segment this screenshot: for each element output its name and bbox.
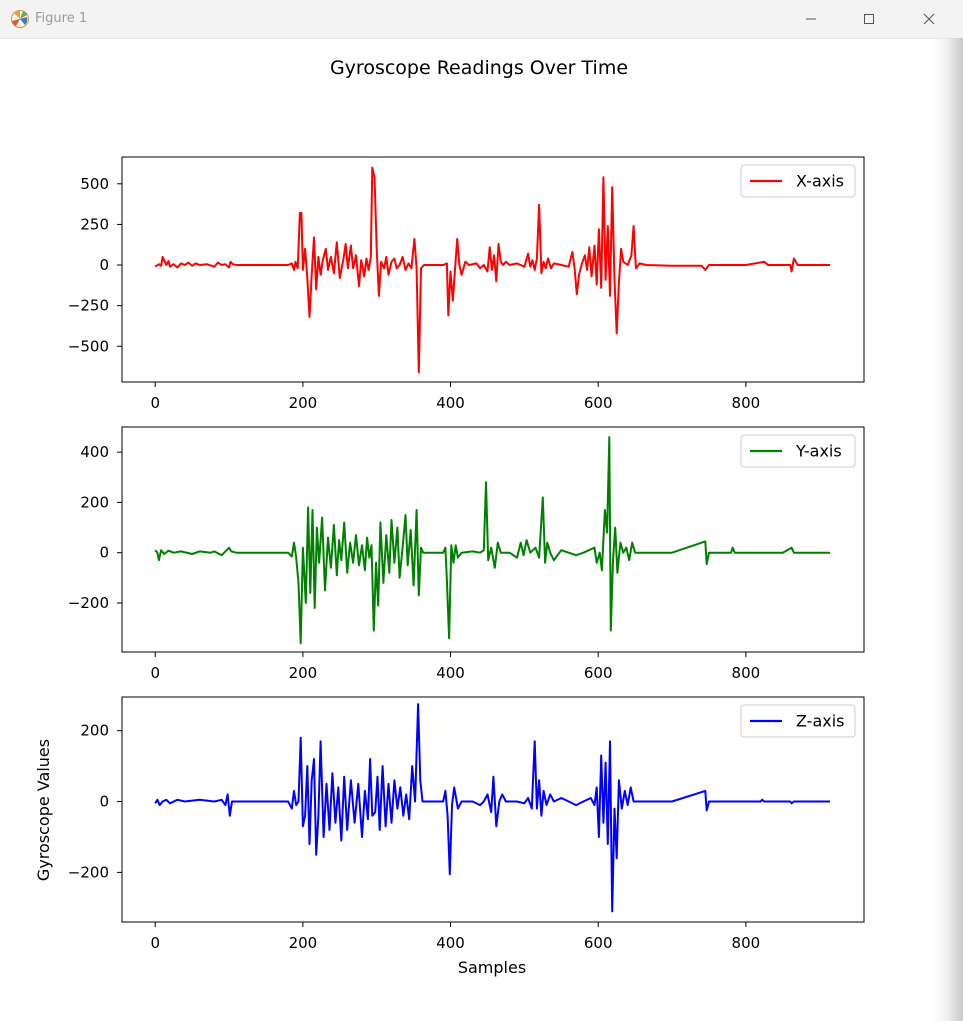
y-tick-label: 500 <box>80 175 109 193</box>
x-tick-label: 0 <box>150 394 160 412</box>
x-tick-label: 200 <box>289 394 318 412</box>
minimize-icon <box>806 18 816 20</box>
subplot-2: 0 200 400 600 800 400 200 0 −200 Y-axis <box>68 426 865 682</box>
x-tick-label: 400 <box>436 394 465 412</box>
y-tick-label: −200 <box>68 594 109 612</box>
y-tick-label: −200 <box>68 863 109 881</box>
y-tick-label: 0 <box>99 793 109 811</box>
subplots: 0 200 400 600 800 500 250 0 −250 −500 X-axis 0 200 40… <box>68 156 865 952</box>
x-tick-label: 800 <box>732 934 761 952</box>
subplot-1: 0 200 400 600 800 500 250 0 −250 −500 X-axis <box>68 156 865 412</box>
series-line-y-axis <box>154 436 830 645</box>
legend-label: Y-axis <box>795 442 842 461</box>
series-line-x-axis <box>154 166 830 374</box>
y-tick-label: 0 <box>99 544 109 562</box>
x-tick-label: 200 <box>289 664 318 682</box>
legend: X-axis <box>740 164 856 198</box>
x-tick-label: 800 <box>732 664 761 682</box>
x-tick-label: 600 <box>584 664 613 682</box>
x-tick-label: 400 <box>436 664 465 682</box>
window-title: Figure 1 <box>35 11 88 26</box>
minimize-button[interactable] <box>782 0 840 38</box>
title-bar[interactable]: Figure 1 <box>0 0 963 39</box>
y-tick-label: 200 <box>80 493 109 511</box>
y-tick-label: 0 <box>99 256 109 274</box>
close-icon <box>923 13 935 25</box>
x-tick-label: 800 <box>732 394 761 412</box>
axes-frame <box>121 156 865 383</box>
window-edge-shadow <box>932 38 963 1021</box>
series-line-z-axis <box>154 703 830 913</box>
legend-label: X-axis <box>796 172 844 191</box>
y-tick-label: 200 <box>80 722 109 740</box>
y-tick-label: −500 <box>68 337 109 355</box>
close-button[interactable] <box>900 0 958 38</box>
legend-box <box>740 704 856 738</box>
maximize-icon <box>864 14 874 24</box>
legend-box <box>740 164 856 198</box>
x-tick-label: 200 <box>289 934 318 952</box>
y-axis-label: Gyroscope Values <box>34 739 53 881</box>
legend-box <box>740 434 856 468</box>
subplot-3: 0 200 400 600 800 200 0 −200 Z-axis <box>68 696 865 952</box>
axes-frame <box>121 696 865 923</box>
x-tick-label: 400 <box>436 934 465 952</box>
axes-frame <box>121 426 865 653</box>
legend: Y-axis <box>740 434 856 468</box>
x-tick-label: 0 <box>150 664 160 682</box>
x-tick-label: 600 <box>584 934 613 952</box>
x-tick-label: 600 <box>584 394 613 412</box>
x-tick-label: 0 <box>150 934 160 952</box>
y-tick-label: 250 <box>80 215 109 233</box>
y-tick-label: 400 <box>80 443 109 461</box>
figure-title: Gyroscope Readings Over Time <box>330 57 628 79</box>
maximize-button[interactable] <box>840 0 898 38</box>
matplotlib-figure-icon <box>10 9 30 29</box>
legend: Z-axis <box>740 704 856 738</box>
x-axis-label: Samples <box>458 958 526 977</box>
legend-label: Z-axis <box>796 712 845 731</box>
y-tick-label: −250 <box>68 297 109 315</box>
